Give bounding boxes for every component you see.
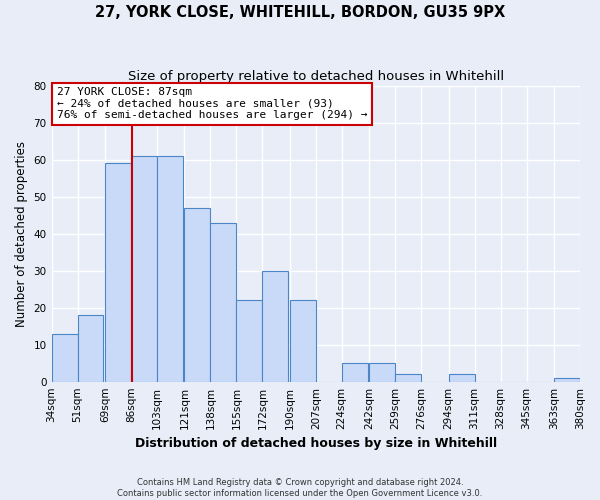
Bar xyxy=(554,378,580,382)
Bar xyxy=(157,156,183,382)
Bar xyxy=(184,208,211,382)
Y-axis label: Number of detached properties: Number of detached properties xyxy=(15,140,28,326)
Bar xyxy=(395,374,421,382)
Bar xyxy=(131,156,157,382)
Title: Size of property relative to detached houses in Whitehill: Size of property relative to detached ho… xyxy=(128,70,504,83)
Bar xyxy=(342,363,368,382)
Text: 27 YORK CLOSE: 87sqm
← 24% of detached houses are smaller (93)
76% of semi-detac: 27 YORK CLOSE: 87sqm ← 24% of detached h… xyxy=(57,87,367,120)
Bar xyxy=(369,363,395,382)
Bar xyxy=(77,315,103,382)
X-axis label: Distribution of detached houses by size in Whitehill: Distribution of detached houses by size … xyxy=(135,437,497,450)
Text: 27, YORK CLOSE, WHITEHILL, BORDON, GU35 9PX: 27, YORK CLOSE, WHITEHILL, BORDON, GU35 … xyxy=(95,5,505,20)
Bar xyxy=(52,334,77,382)
Text: Contains HM Land Registry data © Crown copyright and database right 2024.
Contai: Contains HM Land Registry data © Crown c… xyxy=(118,478,482,498)
Bar xyxy=(211,222,236,382)
Bar xyxy=(290,300,316,382)
Bar xyxy=(449,374,475,382)
Bar xyxy=(105,164,131,382)
Bar xyxy=(262,270,288,382)
Bar xyxy=(236,300,262,382)
